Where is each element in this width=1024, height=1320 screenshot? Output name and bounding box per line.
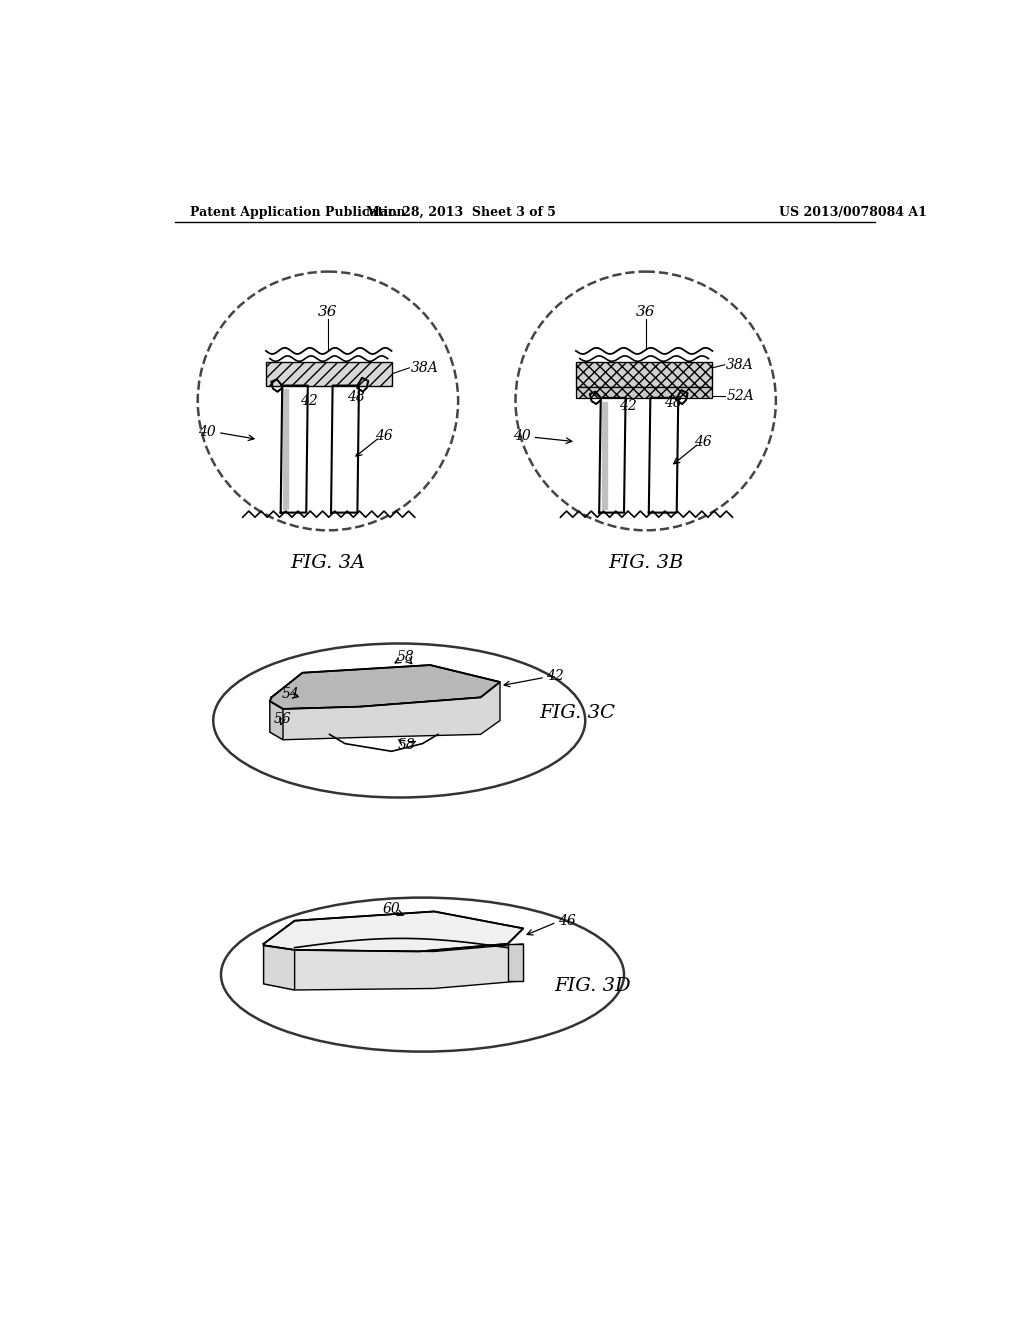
Text: 48: 48 (347, 391, 365, 404)
Polygon shape (508, 944, 523, 981)
Text: 58: 58 (396, 651, 415, 664)
Polygon shape (283, 389, 289, 508)
Text: 46: 46 (694, 434, 712, 449)
Text: FIG. 3B: FIG. 3B (608, 553, 683, 572)
Polygon shape (601, 401, 607, 508)
Text: 46: 46 (375, 429, 392, 442)
Text: 52A: 52A (726, 388, 754, 403)
Text: 36: 36 (636, 305, 655, 319)
Text: 46: 46 (558, 913, 575, 928)
Text: 60: 60 (383, 902, 400, 916)
Polygon shape (263, 911, 523, 952)
Text: 58: 58 (398, 738, 416, 752)
Polygon shape (263, 944, 523, 990)
Text: 42: 42 (300, 393, 317, 408)
Text: 38A: 38A (726, 358, 754, 372)
Text: Patent Application Publication: Patent Application Publication (190, 206, 406, 219)
Text: 42: 42 (618, 400, 637, 413)
Bar (575, 387, 713, 397)
Text: FIG. 3A: FIG. 3A (291, 553, 366, 572)
Text: Mar. 28, 2013  Sheet 3 of 5: Mar. 28, 2013 Sheet 3 of 5 (367, 206, 556, 219)
Polygon shape (331, 385, 359, 512)
Text: 36: 36 (318, 305, 338, 319)
Bar (266, 363, 391, 385)
Polygon shape (270, 665, 500, 709)
Text: 42: 42 (547, 669, 564, 682)
Polygon shape (263, 945, 295, 990)
Text: 56: 56 (274, 711, 292, 726)
Bar (575, 363, 713, 387)
Text: 40: 40 (199, 425, 216, 438)
Text: US 2013/0078084 A1: US 2013/0078084 A1 (779, 206, 927, 219)
Text: 40: 40 (513, 429, 530, 442)
Text: FIG. 3C: FIG. 3C (540, 704, 615, 722)
Polygon shape (270, 682, 500, 739)
Text: FIG. 3D: FIG. 3D (555, 977, 632, 995)
Text: 38A: 38A (411, 360, 438, 375)
Text: 54: 54 (282, 686, 300, 701)
Text: 48: 48 (664, 396, 682, 411)
Polygon shape (281, 385, 308, 512)
Polygon shape (270, 701, 283, 739)
Polygon shape (649, 397, 678, 512)
Polygon shape (599, 397, 626, 512)
